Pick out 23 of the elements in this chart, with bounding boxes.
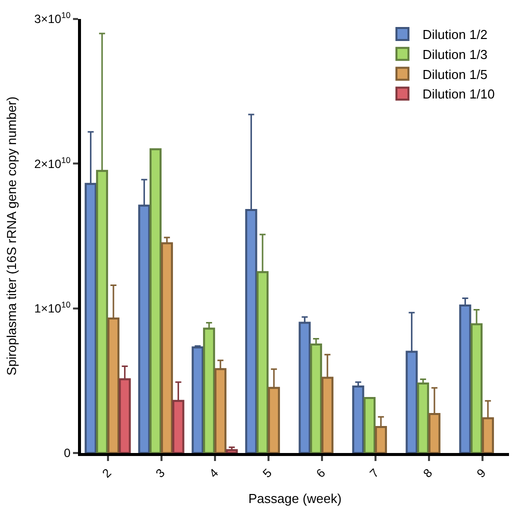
x-tick-label: 8 bbox=[420, 466, 436, 480]
legend-label: Dilution 1/10 bbox=[422, 86, 495, 102]
x-tick-label: 4 bbox=[206, 466, 222, 480]
bar bbox=[352, 385, 364, 453]
y-tick-label: 2×10$^{10}$ bbox=[34, 154, 71, 171]
legend-label: Dilution 1/5 bbox=[422, 66, 488, 82]
y-tick-label: 1×10$^{10}$ bbox=[34, 299, 71, 316]
bar bbox=[364, 397, 376, 453]
y-tick-label: 3×10$^{10}$ bbox=[34, 10, 71, 26]
legend-label: Dilution 1/3 bbox=[422, 46, 488, 62]
x-tick-label: 5 bbox=[260, 466, 275, 480]
bar bbox=[417, 382, 430, 453]
legend-label: Dilution 1/2 bbox=[422, 27, 488, 42]
x-tick-label: 7 bbox=[366, 466, 382, 480]
y-axis-title: Spiroplasma titer (16S rRNA gene copy number) bbox=[4, 96, 20, 376]
x-tick-label: 3 bbox=[152, 466, 168, 480]
bar bbox=[150, 148, 162, 453]
x-tick-label: 6 bbox=[313, 466, 328, 480]
bar bbox=[192, 346, 204, 453]
x-axis-title: Passage (week) bbox=[248, 491, 342, 506]
y-tick-label: 0 bbox=[64, 446, 71, 460]
x-tick-label: 2 bbox=[99, 466, 114, 480]
x-tick-label: 9 bbox=[474, 466, 489, 480]
